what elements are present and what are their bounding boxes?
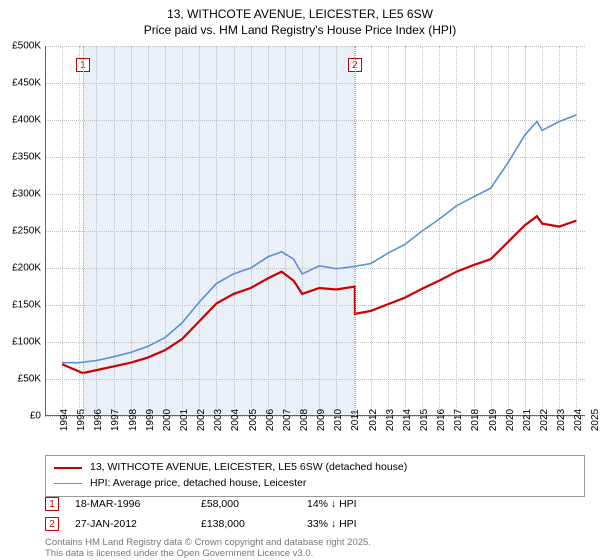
title-line-2: Price paid vs. HM Land Registry's House … — [0, 22, 600, 38]
sale-marker-line-1 — [83, 46, 84, 416]
y-tick-label: £50K — [18, 374, 41, 385]
marker-price-2: £138,000 — [201, 518, 291, 530]
price-chart: 13, WITHCOTE AVENUE, LEICESTER, LE5 6SW … — [0, 0, 600, 560]
marker-date-2: 27-JAN-2012 — [75, 518, 185, 530]
y-tick-label: £350K — [12, 152, 41, 163]
y-tick-label: £300K — [12, 189, 41, 200]
marker-row-2: 2 27-JAN-2012 £138,000 33% ↓ HPI — [45, 514, 585, 534]
y-tick-label: £450K — [12, 78, 41, 89]
marker-price-1: £58,000 — [201, 498, 291, 510]
marker-delta-1: 14% ↓ HPI — [307, 498, 357, 510]
y-tick-label: £250K — [12, 226, 41, 237]
legend-item-hpi: HPI: Average price, detached house, Leic… — [54, 476, 576, 492]
marker-delta-2: 33% ↓ HPI — [307, 518, 357, 530]
footer-line-2: This data is licensed under the Open Gov… — [45, 548, 585, 559]
footer-line-1: Contains HM Land Registry data © Crown c… — [45, 537, 585, 548]
y-tick-label: £100K — [12, 337, 41, 348]
y-tick-label: £0 — [30, 411, 41, 422]
legend-item-price-paid: 13, WITHCOTE AVENUE, LEICESTER, LE5 6SW … — [54, 460, 576, 476]
marker-badge-1: 1 — [45, 497, 59, 511]
x-tick-label: 2025 — [576, 409, 600, 431]
title-line-1: 13, WITHCOTE AVENUE, LEICESTER, LE5 6SW — [0, 6, 600, 22]
y-tick-label: £400K — [12, 115, 41, 126]
footer-attribution: Contains HM Land Registry data © Crown c… — [45, 537, 585, 560]
legend-swatch-hpi — [54, 483, 82, 484]
marker-table: 1 18-MAR-1996 £58,000 14% ↓ HPI 2 27-JAN… — [45, 494, 585, 534]
legend-swatch-price-paid — [54, 467, 82, 469]
y-axis — [45, 46, 46, 416]
y-tick-label: £200K — [12, 263, 41, 274]
y-tick-label: £150K — [12, 300, 41, 311]
legend-label-hpi: HPI: Average price, detached house, Leic… — [90, 476, 306, 492]
y-tick-label: £500K — [12, 41, 41, 52]
legend: 13, WITHCOTE AVENUE, LEICESTER, LE5 6SW … — [45, 455, 585, 497]
plot-area: £0£50K£100K£150K£200K£250K£300K£350K£400… — [45, 46, 585, 416]
marker-row-1: 1 18-MAR-1996 £58,000 14% ↓ HPI — [45, 494, 585, 514]
chart-title: 13, WITHCOTE AVENUE, LEICESTER, LE5 6SW … — [0, 0, 600, 38]
marker-date-1: 18-MAR-1996 — [75, 498, 185, 510]
legend-label-price-paid: 13, WITHCOTE AVENUE, LEICESTER, LE5 6SW … — [90, 460, 407, 476]
sale-marker-line-2 — [355, 46, 356, 416]
series-lines — [45, 46, 345, 196]
marker-badge-2: 2 — [45, 517, 59, 531]
